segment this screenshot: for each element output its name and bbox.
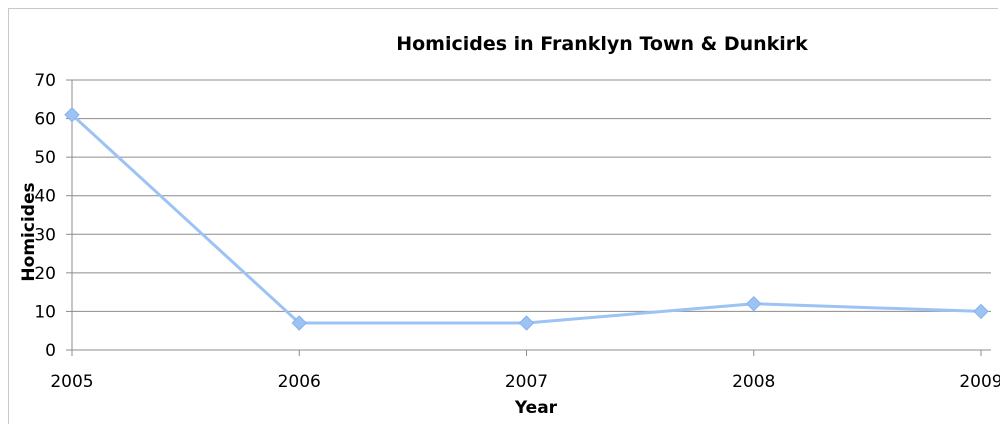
chart-title: Homicides in Franklyn Town & Dunkirk bbox=[396, 33, 808, 55]
y-tick-labels: 0 10 20 30 40 50 60 70 bbox=[34, 71, 56, 361]
chart-frame bbox=[8, 8, 998, 424]
x-tick-label: 2008 bbox=[732, 372, 775, 392]
data-markers bbox=[64, 107, 989, 331]
y-tick-label: 50 bbox=[34, 148, 56, 168]
y-axis-label: Homicides bbox=[19, 182, 39, 281]
x-tick-label: 2007 bbox=[505, 372, 548, 392]
series-line bbox=[70, 113, 982, 325]
y-tick-label: 60 bbox=[34, 110, 56, 130]
data-point bbox=[746, 296, 762, 312]
data-point bbox=[291, 315, 307, 331]
data-point bbox=[973, 303, 989, 320]
x-tick-label: 2009 bbox=[959, 372, 1000, 392]
data-point bbox=[518, 315, 535, 331]
series-lines bbox=[70, 113, 982, 325]
gridlines bbox=[72, 79, 991, 312]
y-tick-label: 20 bbox=[34, 264, 56, 284]
y-tick-label: 30 bbox=[34, 225, 56, 245]
x-axis-label: Year bbox=[514, 398, 558, 418]
y-tick-label: 0 bbox=[45, 341, 56, 361]
x-tick-label: 2005 bbox=[50, 372, 93, 392]
data-point bbox=[64, 107, 80, 123]
y-tick-label: 70 bbox=[34, 71, 56, 91]
x-tick-label: 2006 bbox=[278, 372, 321, 392]
y-tick-label: 40 bbox=[34, 187, 56, 207]
x-tick-labels: 2005 2006 2007 2008 2009 bbox=[50, 372, 1000, 392]
y-tick-label: 10 bbox=[34, 302, 56, 322]
axes bbox=[66, 79, 991, 356]
